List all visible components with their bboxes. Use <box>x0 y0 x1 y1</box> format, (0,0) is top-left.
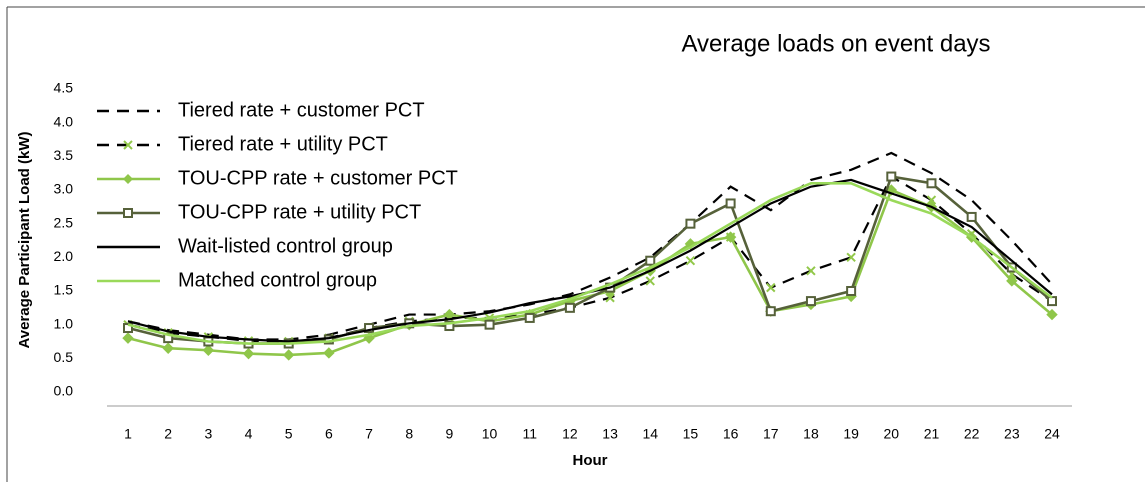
marker <box>685 218 696 229</box>
marker <box>282 349 295 361</box>
x-tick-label: 21 <box>924 426 940 442</box>
x-tick-label: 16 <box>723 426 739 442</box>
legend-label: TOU-CPP rate + customer PCT <box>178 167 458 189</box>
y-tick-label: 1.0 <box>54 315 74 331</box>
x-tick-label: 1 <box>124 426 132 442</box>
x-tick-label: 3 <box>204 426 212 442</box>
x-tick-label: 22 <box>964 426 980 442</box>
marker <box>765 306 776 317</box>
y-tick-label: 3.0 <box>54 181 74 197</box>
marker <box>645 255 656 266</box>
marker <box>846 286 857 296</box>
series-line <box>127 188 1053 357</box>
legend-label: Wait-listed control group <box>178 235 393 257</box>
y-axis-label: Average Participant Load (kW) <box>16 132 33 349</box>
y-tick-label: 4.5 <box>54 80 74 96</box>
legend-label: Matched control group <box>178 269 377 291</box>
marker <box>766 282 776 293</box>
x-tick-label: 6 <box>325 426 333 442</box>
x-tick-label: 7 <box>365 426 373 442</box>
series-line <box>127 151 1053 341</box>
marker <box>886 171 897 182</box>
marker <box>806 266 816 276</box>
marker <box>202 344 215 356</box>
x-tick-label: 20 <box>884 426 900 442</box>
marker <box>685 255 696 266</box>
x-tick-label: 24 <box>1044 426 1060 442</box>
y-tick-label: 3.5 <box>54 147 74 163</box>
marker <box>484 319 495 330</box>
marker <box>162 342 174 354</box>
marker <box>805 296 816 307</box>
legend-label: Tiered rate + customer PCT <box>178 99 425 121</box>
marker <box>122 332 134 344</box>
series-line <box>127 174 1053 343</box>
legend-label: TOU-CPP rate + utility PCT <box>178 201 421 223</box>
marker <box>605 293 615 303</box>
legend-marker <box>123 174 133 184</box>
marker <box>645 276 655 286</box>
x-axis-label: Hour <box>573 452 608 469</box>
marker <box>242 347 255 360</box>
x-tick-label: 13 <box>602 426 618 442</box>
marker <box>926 195 937 205</box>
marker <box>1006 275 1018 287</box>
y-tick-label: 0.5 <box>54 349 74 365</box>
marker <box>724 231 737 243</box>
x-tick-label: 19 <box>843 426 859 442</box>
x-tick-label: 2 <box>164 426 172 442</box>
legend-marker <box>123 140 133 150</box>
x-tick-label: 15 <box>683 426 699 442</box>
y-tick-label: 2.0 <box>54 248 74 264</box>
x-tick-label: 17 <box>763 426 779 442</box>
legend-label: Tiered rate + utility PCT <box>178 133 388 155</box>
marker <box>364 323 375 334</box>
x-tick-label: 18 <box>803 426 819 442</box>
y-tick-label: 4.0 <box>54 113 74 129</box>
y-tick-label: 0.0 <box>54 383 74 399</box>
marker <box>725 198 736 209</box>
y-tick-label: 1.5 <box>54 282 74 298</box>
x-tick-label: 10 <box>482 426 498 442</box>
x-tick-label: 11 <box>522 426 537 442</box>
marker <box>684 238 697 250</box>
y-tick-label: 2.5 <box>54 214 74 230</box>
marker <box>323 347 335 359</box>
marker <box>1046 308 1058 321</box>
marker <box>966 211 977 222</box>
marker <box>926 178 937 189</box>
marker <box>1047 296 1057 307</box>
series-line <box>127 181 1053 345</box>
marker <box>564 302 575 313</box>
x-tick-label: 8 <box>405 426 413 442</box>
x-tick-label: 4 <box>245 426 253 442</box>
legend-marker <box>123 208 133 218</box>
marker <box>846 252 856 263</box>
marker <box>123 323 133 334</box>
chart-title: Average loads on event days <box>681 30 990 57</box>
marker <box>524 312 535 323</box>
x-tick-label: 12 <box>562 426 578 442</box>
x-tick-label: 14 <box>642 426 658 442</box>
x-tick-label: 23 <box>1004 426 1020 442</box>
x-tick-label: 5 <box>285 426 293 442</box>
x-tick-label: 9 <box>445 426 453 442</box>
